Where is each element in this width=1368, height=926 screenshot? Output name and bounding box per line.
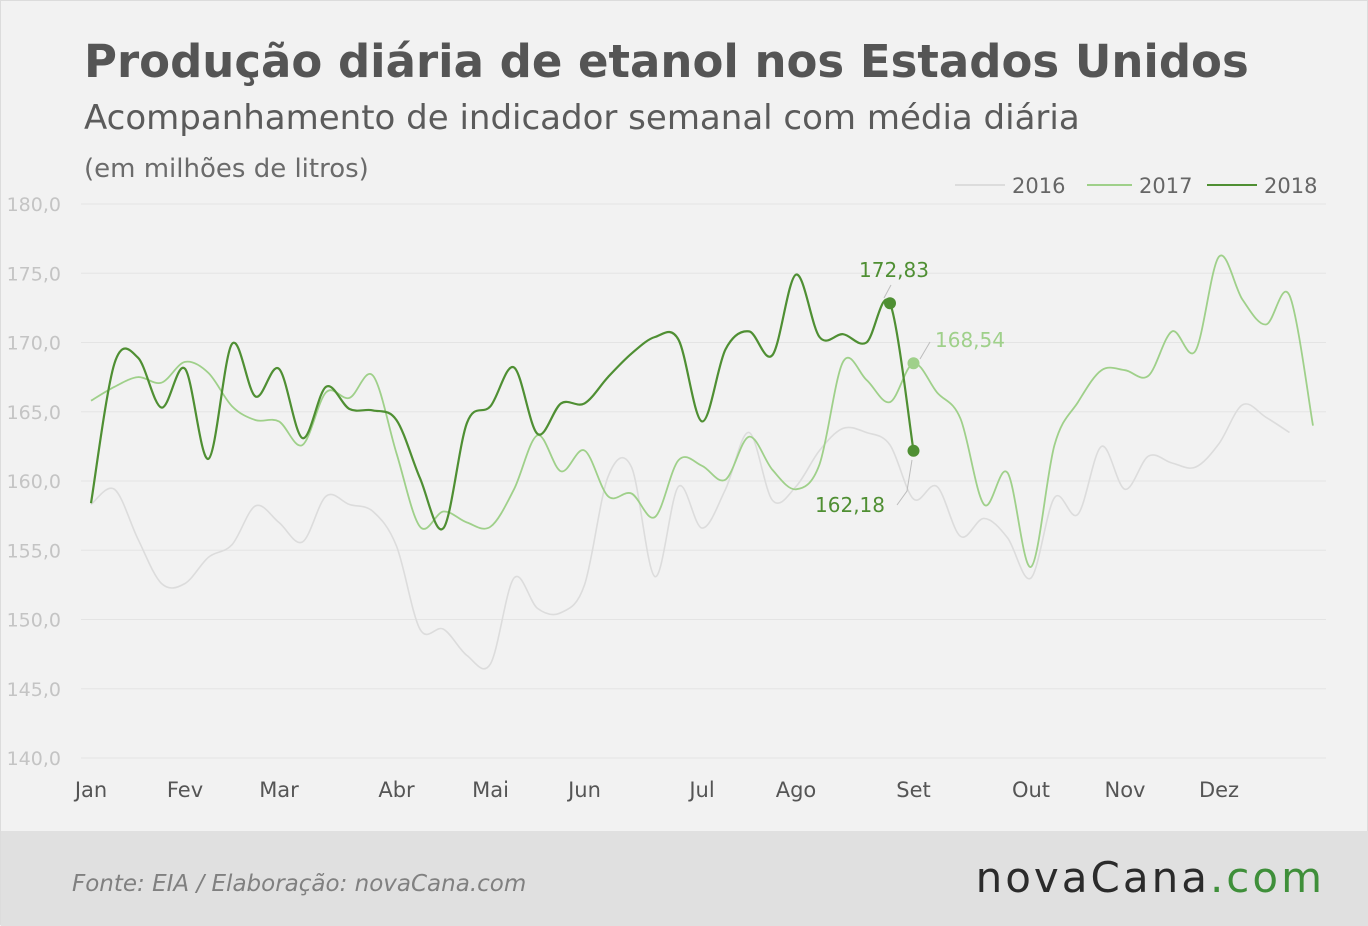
legend: 2016 2017 2018 — [955, 174, 1317, 198]
annotation-label: 162,18 — [815, 493, 885, 517]
x-tick-label: Ago — [776, 778, 817, 802]
x-tick-label: Out — [1012, 778, 1050, 802]
chart-title: Produção diária de etanol nos Estados Un… — [84, 35, 1249, 88]
y-tick-label: 140,0 — [7, 748, 61, 770]
annotation-leader — [883, 284, 892, 299]
series-line-2018 — [89, 273, 915, 531]
annotation-point-2018 — [884, 297, 896, 310]
y-axis-ticks: 140,0 145,0 150,0 155,0 160,0 165,0 170,0 175,0… — [7, 194, 61, 770]
annotation-label: 168,54 — [935, 328, 1005, 352]
annotation-leader — [896, 459, 913, 506]
annotation-leader — [919, 341, 931, 360]
x-axis-ticks: Jan Fev Mar Abr Mai Jun Jul Ago Set Out Nov Dez — [73, 778, 1239, 802]
legend-label-2018: 2018 — [1264, 174, 1317, 198]
x-tick-label: Mai — [472, 778, 509, 802]
annotations: 172,83 162,18 168,54 — [815, 258, 1005, 517]
x-tick-label: Jul — [687, 778, 714, 802]
line-chart: 140,0 145,0 150,0 155,0 160,0 165,0 170,0 175,0… — [7, 174, 1326, 802]
novacana-logo: novaCana.com — [976, 853, 1325, 902]
logo-main: novaCana — [975, 853, 1210, 902]
annotation-point-2017 — [907, 357, 920, 370]
footer-bar: Fonte: EIA / Elaboração: novaCana.com no… — [1, 831, 1368, 926]
y-tick-label: 165,0 — [7, 402, 61, 424]
x-tick-label: Dez — [1199, 778, 1239, 802]
y-tick-label: 150,0 — [7, 610, 61, 632]
series-line-2016 — [90, 403, 1290, 670]
y-tick-label: 160,0 — [7, 471, 61, 493]
y-tick-label: 155,0 — [7, 540, 61, 562]
legend-label-2016: 2016 — [1012, 174, 1065, 198]
annotation-point-2018 — [907, 444, 920, 457]
legend-label-2017: 2017 — [1139, 174, 1192, 198]
series-line-2017 — [90, 254, 1314, 568]
x-tick-label: Set — [896, 778, 930, 802]
x-tick-label: Nov — [1105, 778, 1146, 802]
logo-suffix: .com — [1209, 853, 1325, 902]
unit-note: (em milhões de litros) — [84, 154, 369, 184]
annotation-label: 172,83 — [859, 258, 929, 282]
series-lines — [89, 254, 1314, 670]
x-tick-label: Jun — [566, 778, 601, 802]
y-tick-label: 170,0 — [7, 333, 61, 355]
x-tick-label: Mar — [259, 778, 299, 802]
source-credit: Fonte: EIA / Elaboração: novaCana.com — [72, 871, 527, 897]
y-tick-label: 180,0 — [7, 194, 61, 216]
chart-subtitle: Acompanhamento de indicador semanal com … — [84, 98, 1080, 138]
x-tick-label: Abr — [378, 778, 415, 802]
x-tick-label: Fev — [167, 778, 203, 802]
grid-lines — [81, 203, 1326, 759]
y-tick-label: 175,0 — [7, 263, 61, 285]
x-tick-label: Jan — [73, 778, 107, 802]
y-tick-label: 145,0 — [7, 679, 61, 701]
